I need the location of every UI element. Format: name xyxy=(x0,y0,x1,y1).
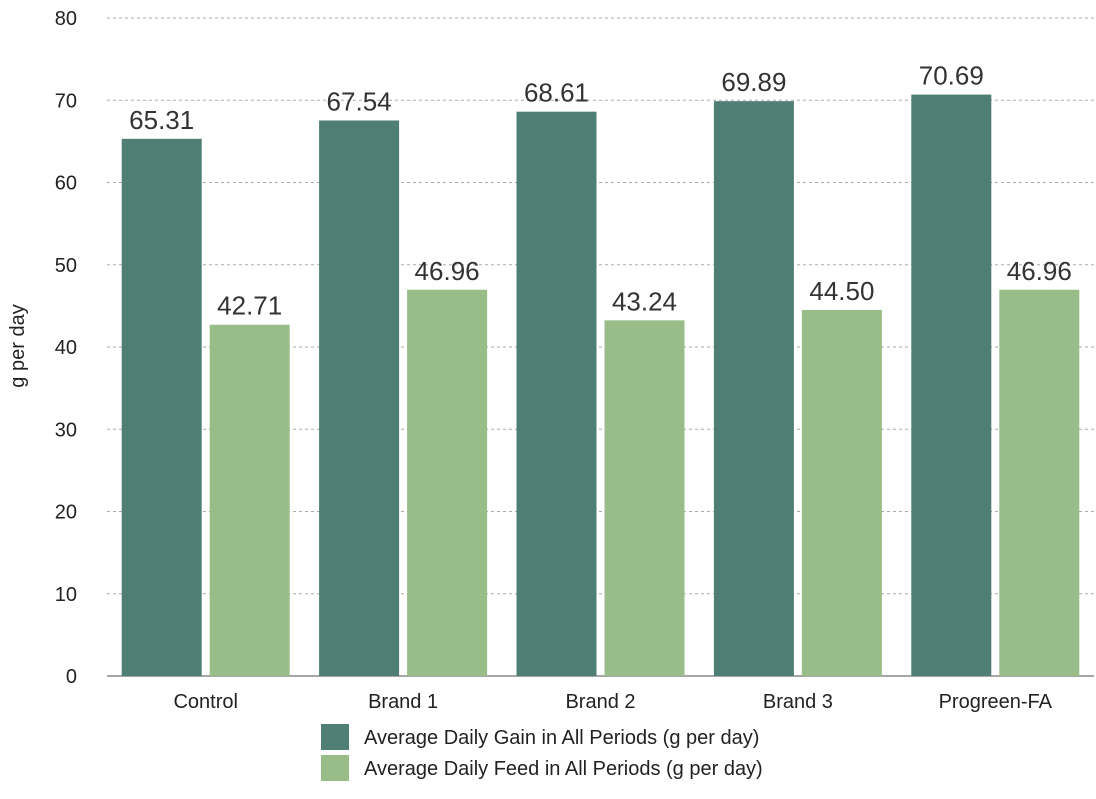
bar-daily-gain xyxy=(713,101,794,677)
data-label: 43.24 xyxy=(612,286,677,316)
data-label: 65.31 xyxy=(129,105,194,135)
y-tick-label: 70 xyxy=(55,90,77,112)
y-tick-label: 0 xyxy=(66,666,77,688)
x-category-label: Control xyxy=(173,691,237,713)
bar-daily-gain xyxy=(516,111,597,677)
legend-swatch xyxy=(321,724,349,750)
data-label: 67.54 xyxy=(327,86,392,116)
bar-daily-feed xyxy=(604,320,685,676)
bar-daily-feed xyxy=(407,289,488,676)
bar-daily-feed xyxy=(999,289,1080,676)
y-axis-title: g per day xyxy=(7,304,29,387)
bars xyxy=(121,94,1080,677)
y-tick-label: 50 xyxy=(55,255,77,277)
data-label: 44.50 xyxy=(809,276,874,306)
x-category-label: Brand 3 xyxy=(763,691,833,713)
y-axis-ticks: 0 10 20 30 40 50 60 70 80 xyxy=(55,8,77,688)
legend: Average Daily Gain in All Periods (g per… xyxy=(321,724,763,781)
data-labels: 65.31 42.71 67.54 46.96 68.61 43.24 69.89 44.50… xyxy=(129,61,1072,321)
data-label: 70.69 xyxy=(919,61,984,91)
y-tick-label: 40 xyxy=(55,337,77,359)
data-label: 42.71 xyxy=(217,291,282,321)
x-category-label: Brand 2 xyxy=(565,691,635,713)
bar-daily-gain xyxy=(121,138,202,676)
bar-daily-gain xyxy=(911,94,992,676)
y-tick-label: 60 xyxy=(55,173,77,195)
bar-daily-gain xyxy=(319,120,400,676)
y-tick-label: 10 xyxy=(55,584,77,606)
x-category-label: Progreen-FA xyxy=(939,691,1053,713)
data-label: 69.89 xyxy=(721,67,786,97)
bar-daily-feed xyxy=(801,309,882,676)
y-tick-label: 20 xyxy=(55,502,77,524)
legend-swatch xyxy=(321,755,349,781)
legend-label: Average Daily Feed in All Periods (g per… xyxy=(364,758,763,780)
data-label: 46.96 xyxy=(1007,256,1072,286)
data-label: 46.96 xyxy=(415,256,480,286)
y-tick-label: 30 xyxy=(55,419,77,441)
bar-daily-feed xyxy=(209,324,290,676)
data-label: 68.61 xyxy=(524,78,589,108)
y-tick-label: 80 xyxy=(55,8,77,30)
legend-label: Average Daily Gain in All Periods (g per… xyxy=(364,727,759,749)
x-category-label: Brand 1 xyxy=(368,691,438,713)
x-axis-categories: Control Brand 1 Brand 2 Brand 3 Progreen-FA xyxy=(173,691,1052,713)
